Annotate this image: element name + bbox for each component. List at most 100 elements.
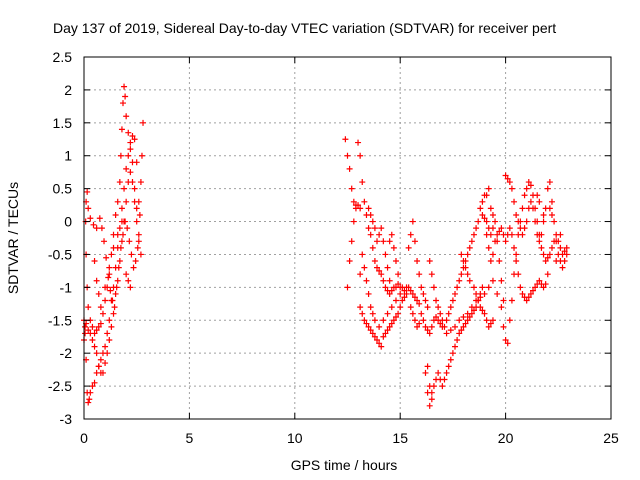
data-point [464,251,471,258]
y-tick-label: 1 [64,148,72,164]
data-point [506,317,513,324]
data-point [114,198,121,205]
data-point [559,264,566,271]
chart-title: Day 137 of 2019, Sidereal Day-to-day VTE… [53,20,556,36]
data-point [485,185,492,192]
data-point [443,330,450,337]
data-points [81,83,570,409]
data-point [91,379,98,386]
data-point [553,258,560,265]
data-point [135,238,142,245]
data-point [498,304,505,311]
data-point [95,323,102,330]
data-point [548,198,555,205]
y-tick-label: 2 [64,82,72,98]
data-point [548,211,555,218]
data-point [405,244,412,251]
data-point [114,231,121,238]
data-point [388,304,395,311]
data-point [544,254,551,261]
data-point [401,294,408,301]
data-point [546,251,553,258]
data-point [479,198,486,205]
data-point [494,290,501,297]
data-point [119,100,126,107]
data-point [553,238,560,245]
data-point [367,211,374,218]
data-point [87,215,94,222]
data-point [121,185,128,192]
data-point [110,310,117,317]
data-point [85,205,92,212]
data-point [487,231,494,238]
data-point [407,304,414,311]
data-point [454,337,461,344]
data-point [106,337,113,344]
data-point [445,363,452,370]
data-point [437,310,444,317]
data-point [386,323,393,330]
data-point [118,205,125,212]
data-point [365,225,372,232]
data-point [106,317,113,324]
data-point [105,274,112,281]
data-point [82,330,89,337]
data-point [460,323,467,330]
data-point [131,136,138,143]
data-point [532,218,539,225]
data-point [392,258,399,265]
data-point [346,258,353,265]
data-point [95,363,102,370]
data-point [470,284,477,291]
data-point [395,310,402,317]
data-point [464,271,471,278]
data-point [494,231,501,238]
data-point [131,185,138,192]
data-point [540,218,547,225]
data-point [445,310,452,317]
data-point [127,284,134,291]
data-point [426,383,433,390]
y-tick-label: -2 [60,345,73,361]
data-point [521,192,528,199]
data-point [108,251,115,258]
data-point [555,251,562,258]
data-point [97,320,104,327]
data-point [357,205,364,212]
plot-frame [83,56,612,420]
data-point [418,284,425,291]
data-point [485,284,492,291]
data-point [346,165,353,172]
data-point [479,307,486,314]
data-point [376,267,383,274]
data-point [506,179,513,186]
data-point [416,300,423,307]
data-point [390,317,397,324]
data-point [82,323,89,330]
data-point [399,297,406,304]
data-point [367,327,374,334]
data-point [108,323,115,330]
data-point [384,264,391,271]
data-point [110,244,117,251]
data-point [374,337,381,344]
data-point [489,277,496,284]
data-point [122,93,129,100]
data-point [532,284,539,291]
data-point [342,136,349,143]
data-point [133,159,140,166]
data-point [475,297,482,304]
data-point [106,271,113,278]
data-point [91,343,98,350]
y-tick-labels: -3 -2.5 -2 -1.5 -1 -0.5 0 0.5 1 1.5 2 2.5 [48,49,72,427]
data-point [99,369,106,376]
data-point [473,225,480,232]
data-point [538,231,545,238]
data-point [500,297,507,304]
data-point [519,205,526,212]
data-point [452,343,459,350]
data-point [102,284,109,291]
data-point [485,244,492,251]
data-point [468,304,475,311]
data-point [496,228,503,235]
